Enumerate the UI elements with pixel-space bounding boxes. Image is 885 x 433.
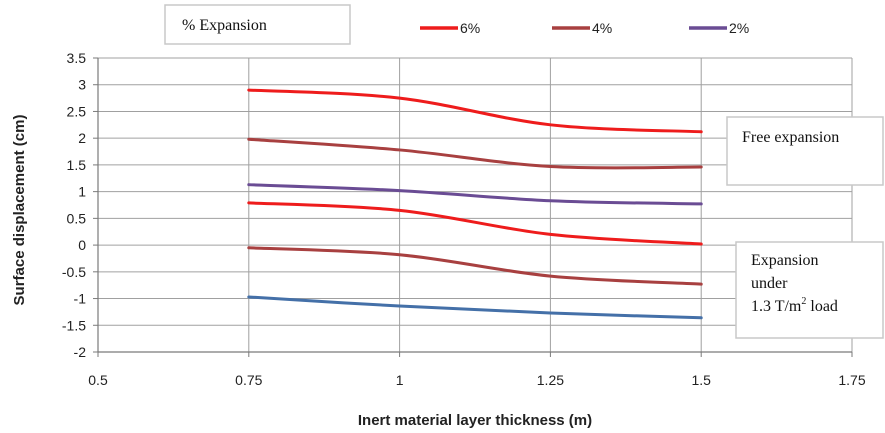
series-line-loaded-2pct: [247, 295, 703, 320]
x-tick-label: 1.5: [691, 372, 711, 388]
x-tick-label: 1.25: [537, 372, 564, 388]
loaded-expansion-line3: 1.3 T/m2 load: [751, 296, 838, 315]
legend-label: 2%: [729, 20, 749, 36]
legend: 6% 4% 2%: [420, 20, 749, 36]
loaded-expansion-line1: Expansion: [751, 252, 819, 269]
free-expansion-label: Free expansion: [742, 129, 839, 146]
series-line-loaded-4pct: [247, 246, 703, 286]
y-tick-label: 0: [78, 237, 86, 253]
y-axis-title: Surface displacement (cm): [11, 115, 28, 306]
loaded-expansion-line2: under: [751, 275, 788, 292]
y-tick-labels: 3.5 3 2.5 2 1.5 1 0.5 0 -0.5 -1 -1.5 -2: [62, 50, 86, 360]
y-tick-label: -2: [74, 344, 87, 360]
y-tick-label: -1: [74, 291, 87, 307]
y-tick-label: 1.5: [67, 157, 87, 173]
x-tick-labels: 0.5 0.75 1 1.25 1.5 1.75: [88, 372, 866, 388]
x-tick-label: 1.75: [838, 372, 865, 388]
series-lines: [247, 88, 703, 320]
x-tick-label: 1: [396, 372, 404, 388]
y-tick-label: 1: [78, 184, 86, 200]
loaded-expansion-box: Expansion under 1.3 T/m2 load: [735, 241, 884, 339]
series-line-free-6pct: [247, 88, 703, 134]
x-tick-label: 0.75: [235, 372, 262, 388]
y-tick-label: 3: [78, 77, 86, 93]
series-line-free-2pct: [247, 183, 703, 206]
legend-label: 6%: [460, 20, 480, 36]
y-tick-label: 2.5: [67, 103, 87, 119]
legend-title-box: % Expansion: [164, 4, 351, 45]
y-tick-label: 3.5: [67, 50, 87, 66]
legend-label: 4%: [592, 20, 612, 36]
y-tick-label: 2: [78, 130, 86, 146]
axes: [93, 57, 853, 357]
series-line-loaded-6pct: [247, 201, 703, 246]
free-expansion-box: Free expansion: [726, 116, 884, 186]
x-axis-title: Inert material layer thickness (m): [358, 412, 592, 429]
y-tick-label: -1.5: [62, 317, 86, 333]
legend-title: % Expansion: [182, 17, 267, 34]
x-tick-label: 0.5: [88, 372, 108, 388]
y-tick-label: -0.5: [62, 264, 86, 280]
series-line-free-4pct: [247, 137, 703, 170]
y-tick-label: 0.5: [67, 210, 87, 226]
